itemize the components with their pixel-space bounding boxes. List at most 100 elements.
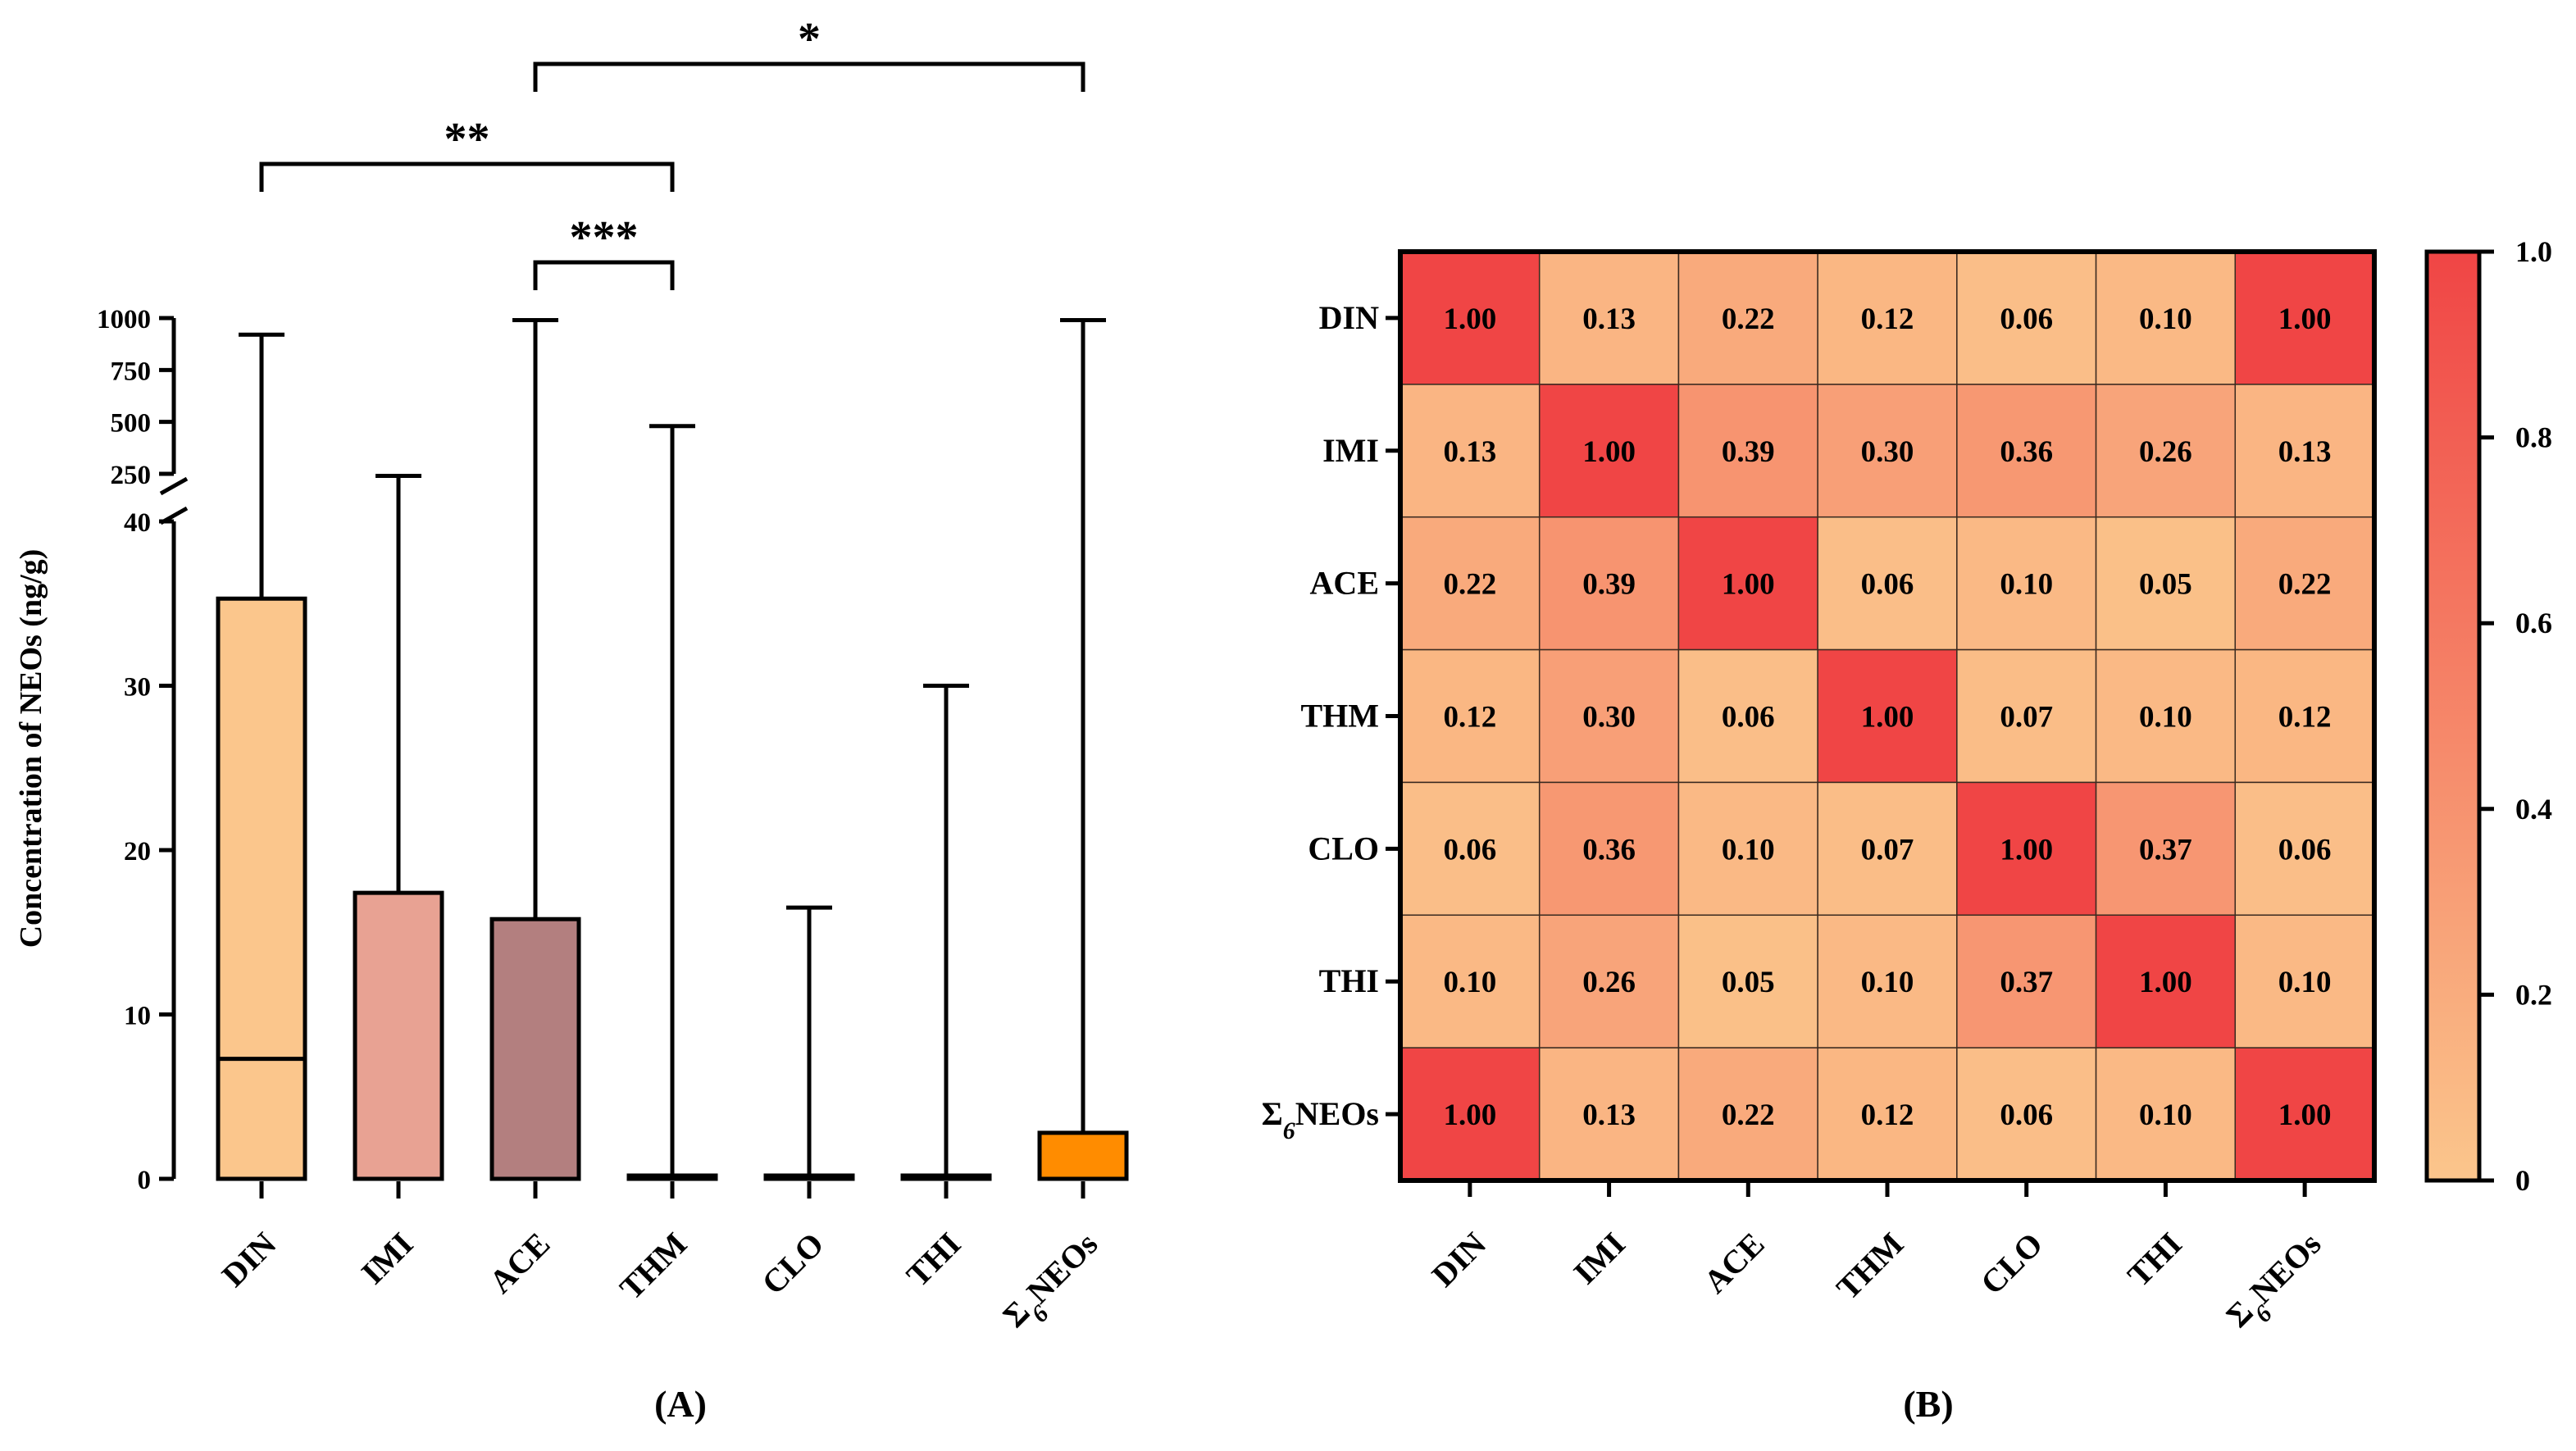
y-lower-tick-label: 0	[138, 1166, 152, 1195]
heatmap-cell-value: 1.00	[2278, 1098, 2332, 1132]
box-ACE	[489, 318, 581, 1199]
heatmap-cell-value: 0.10	[2139, 1098, 2192, 1132]
bracket-line	[533, 61, 1085, 92]
heatmap-cell	[2095, 384, 2237, 518]
significance-stars: **	[444, 114, 490, 165]
colorbar: 0 0.2 0.4 0.6 0.8 1.0	[2424, 235, 2552, 1197]
box-body	[900, 1173, 992, 1181]
heatmap-cell-value: 0.06	[2000, 1098, 2053, 1132]
box-body	[489, 917, 581, 1181]
axis-break-mark	[159, 476, 189, 496]
heatmap-cell-value: 0.22	[1722, 302, 1775, 336]
heatmap-col-label: CLO	[1973, 1226, 2050, 1302]
heatmap-cell	[1538, 648, 1680, 784]
heatmap-cell	[2234, 516, 2375, 651]
heatmap-cell	[2095, 251, 2237, 385]
heatmap-cells: 1.00 0.13 0.22 0.12 0.06 0.10 1.00 0.13 1.00 0.39…	[1400, 251, 2375, 1181]
significance-stars: *	[798, 14, 821, 65]
significance-stars: ***	[570, 212, 639, 263]
significance-bracket: **	[259, 114, 675, 192]
x-category-label: THM	[612, 1226, 694, 1307]
heatmap-row-label: ACE	[1310, 565, 1379, 602]
colorbar-tick-label: 1.0	[2515, 235, 2552, 268]
heatmap-cell	[1677, 384, 1818, 518]
heatmap-cell	[1538, 384, 1680, 518]
heatmap-cell-value: 0.22	[1443, 568, 1496, 602]
heatmap-row-label: IMI	[1322, 432, 1379, 469]
heatmap-cell	[2095, 648, 2237, 784]
heatmap-cell	[1956, 648, 2097, 784]
heatmap-cell	[1956, 251, 2097, 385]
y-lower-tick-label: 10	[124, 1002, 151, 1031]
heatmap-cell-value: 0.10	[1722, 833, 1775, 867]
heatmap-col-label: IMI	[1566, 1226, 1632, 1292]
significance-bracket: ***	[533, 212, 675, 290]
y-axis: 0 10 20 30 40 250 500 750 1000	[97, 305, 189, 1195]
heatmap-row-label: THI	[1319, 962, 1379, 999]
heatmap-cell-value: 0.06	[1443, 833, 1496, 867]
significance-bracket: *	[533, 14, 1085, 92]
heatmap-cell	[2095, 516, 2237, 651]
heatmap-col-label: THM	[1829, 1226, 1910, 1307]
heatmap-cell	[1956, 384, 2097, 518]
box-THM	[626, 424, 718, 1199]
heatmap-col-label: ACE	[1696, 1226, 1772, 1301]
box-body	[626, 1173, 718, 1181]
heatmap-cell-value: 0.10	[1443, 966, 1496, 999]
heatmap-cell	[1817, 914, 1958, 1048]
heatmap-cell-value: 0.12	[2278, 701, 2332, 735]
heatmap-cell-value: 1.00	[1861, 701, 1914, 735]
heatmap-cell	[2095, 781, 2237, 917]
y-lower-tick-label: 20	[124, 837, 151, 867]
significance-brackets: ******	[259, 14, 1085, 290]
heatmap-cell-value: 0.10	[2139, 701, 2192, 735]
heatmap-cell	[1677, 914, 1818, 1048]
heatmap-cell	[1538, 914, 1680, 1048]
panel-label-b: (B)	[1903, 1383, 1953, 1425]
heatmap-cell-value: 0.06	[1861, 568, 1914, 602]
heatmap-cell	[1956, 781, 2097, 917]
heatmap-cell-value: 0.10	[1861, 966, 1914, 999]
heatmap-cell	[1817, 781, 1958, 917]
heatmap-cell	[1400, 516, 1541, 651]
heatmap-cell-value: 0.30	[1582, 701, 1636, 735]
box-THI	[900, 684, 992, 1199]
heatmap-cell-value: 0.10	[2000, 568, 2053, 602]
bracket-line	[259, 161, 675, 192]
heatmap-col-label: DIN	[1425, 1225, 1494, 1294]
heatmap-row-label: Σ6NEOs	[1262, 1095, 1379, 1144]
colorbar-tick-label: 0.8	[2515, 421, 2552, 454]
bracket-line	[533, 260, 675, 290]
correlation-heatmap-panel: 1.00 0.13 0.22 0.12 0.06 0.10 1.000.13 1.00 0.39…	[1262, 235, 2552, 1425]
heatmap-cell	[2234, 648, 2375, 784]
heatmap-cell-value: 0.12	[1861, 302, 1914, 336]
heatmap-row-label: THM	[1300, 698, 1379, 735]
heatmap-cell	[2095, 1047, 2237, 1181]
box-IMI	[353, 474, 444, 1199]
x-category-label: CLO	[754, 1226, 831, 1302]
x-category-label: DIN	[215, 1225, 284, 1294]
box-series	[216, 318, 1129, 1199]
heatmap-cell-value: 0.37	[2139, 833, 2192, 867]
y-upper-tick-label: 500	[111, 409, 152, 439]
heatmap-cell	[2234, 1047, 2375, 1181]
heatmap-cell	[1400, 384, 1541, 518]
x-category-label: ACE	[482, 1226, 558, 1301]
heatmap-cell-value: 1.00	[2000, 833, 2053, 867]
heatmap-cell-value: 0.12	[1443, 701, 1496, 735]
heatmap-cell	[2234, 384, 2375, 518]
heatmap-cell-value: 0.10	[2278, 966, 2332, 999]
heatmap-cell	[1400, 1047, 1541, 1181]
heatmap-cell-value: 0.13	[1443, 435, 1496, 469]
heatmap-cell-value: 0.22	[2278, 568, 2332, 602]
colorbar-tick-label: 0.2	[2515, 978, 2552, 1011]
heatmap-cell-value: 0.22	[1722, 1098, 1775, 1132]
heatmap-cell	[1817, 1047, 1958, 1181]
box-body	[1037, 1130, 1129, 1181]
heatmap-cell-value: 0.30	[1861, 435, 1914, 469]
heatmap-cell-value: 0.06	[2000, 302, 2053, 336]
colorbar-gradient	[2424, 249, 2482, 1183]
x-category-label: Σ6NEOs	[995, 1226, 1113, 1343]
